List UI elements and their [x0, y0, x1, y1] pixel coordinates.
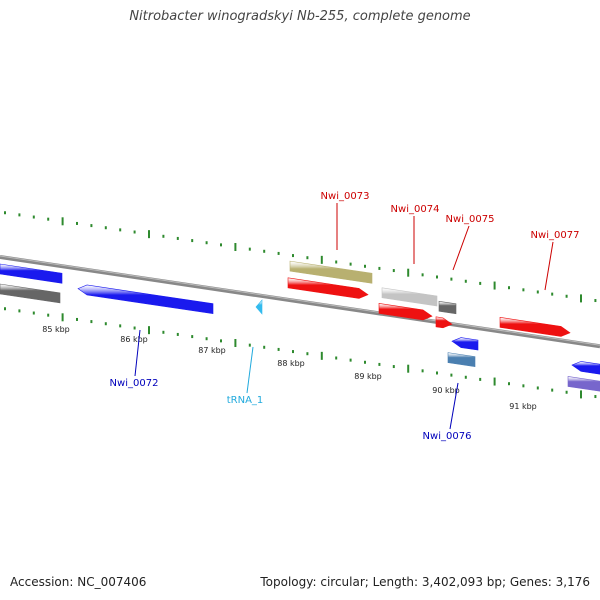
genome-summary-text: Topology: circular; Length: 3,402,093 bp… — [260, 575, 590, 589]
scale-label: 87 kbp — [198, 346, 226, 355]
trna-marker[interactable] — [255, 299, 263, 315]
scale-label: 88 kbp — [277, 359, 305, 368]
feature-bar-nwi-0075[interactable] — [438, 300, 457, 315]
gene-bar-nwi-0071[interactable] — [0, 263, 63, 284]
gene-bar-nwi-0077[interactable] — [499, 317, 571, 337]
scale-label: 91 kbp — [509, 402, 537, 411]
gene-bar-nwi-0075[interactable] — [435, 316, 453, 329]
leader-line-nwi-0077 — [544, 241, 554, 291]
pseudogene-bar-nwi-0073[interactable] — [289, 260, 373, 284]
gene-bar-nwi-0073[interactable] — [287, 277, 369, 299]
leader-line-nwi-0072 — [134, 329, 141, 377]
scale-label: 90 kbp — [432, 386, 460, 395]
gene-bar-nwi-0076[interactable] — [451, 337, 479, 351]
leader-line-trna-1 — [246, 346, 254, 394]
gene-bar-nwi-0074[interactable] — [378, 303, 433, 321]
scale-label: 85 kbp — [42, 325, 70, 334]
gene-bar-nwi-0072[interactable] — [77, 284, 214, 315]
feature-label-nwi-0073[interactable]: Nwi_0073 — [321, 191, 370, 202]
feature-label-nwi-0077[interactable]: Nwi_0077 — [531, 230, 580, 241]
scale-label: 86 kbp — [120, 335, 148, 344]
genome-backbone-highlight — [0, 255, 600, 346]
feature-label-trna-1[interactable]: tRNA_1 — [227, 395, 264, 406]
feature-bar-nwi-0074[interactable] — [381, 287, 438, 307]
gene-bar-nwi-0078[interactable] — [571, 361, 600, 375]
feature-label-nwi-0076[interactable]: Nwi_0076 — [423, 431, 472, 442]
scale-label: 89 kbp — [354, 372, 382, 381]
feature-label-nwi-0074[interactable]: Nwi_0074 — [391, 204, 440, 215]
leader-line-nwi-0076 — [449, 382, 459, 430]
feature-bar-nwi-0076[interactable] — [447, 352, 476, 367]
feature-label-nwi-0075[interactable]: Nwi_0075 — [446, 214, 495, 225]
feature-label-nwi-0072[interactable]: Nwi_0072 — [110, 378, 159, 389]
accession-text: Accession: NC_007406 — [10, 575, 147, 589]
genome-title: Nitrobacter winogradskyi Nb-255, complet… — [129, 9, 471, 24]
leader-line-nwi-0075 — [452, 225, 470, 271]
feature-bar-nwi-0071[interactable] — [0, 283, 61, 304]
gene-bar-nwi-0078-secondary[interactable] — [567, 376, 600, 392]
genome-backbone — [0, 255, 600, 349]
